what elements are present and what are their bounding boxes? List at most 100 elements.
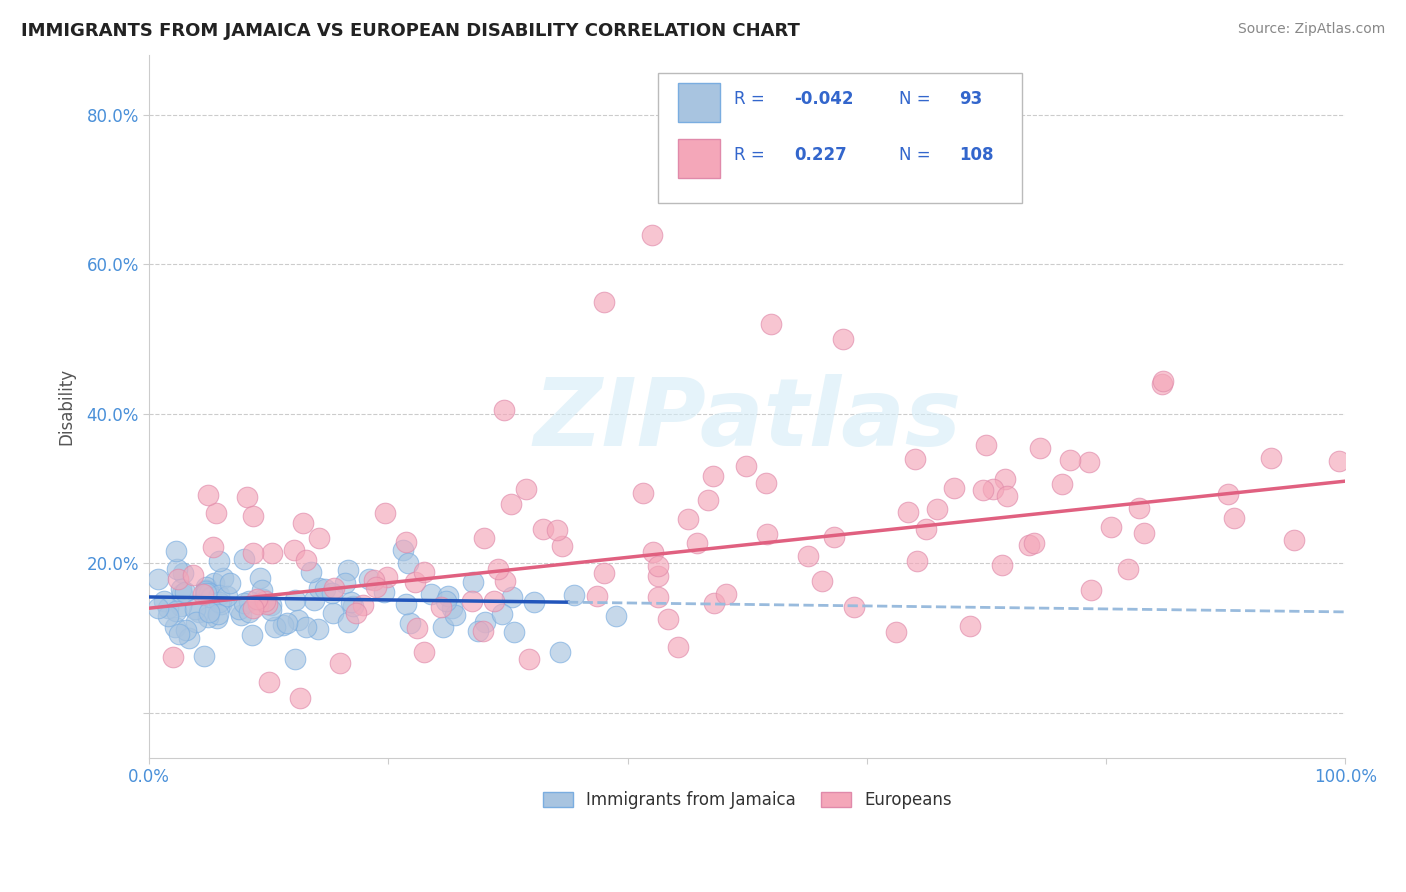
Bar	[678, 139, 720, 178]
Point	[284, 592, 307, 607]
Point	[413, 566, 436, 580]
Point	[240, 628, 263, 642]
Point	[499, 497, 522, 511]
Point	[337, 615, 360, 629]
Point	[995, 489, 1018, 503]
Point	[396, 556, 419, 570]
Point	[647, 559, 669, 574]
Point	[1132, 525, 1154, 540]
Point	[249, 570, 271, 584]
Point	[647, 590, 669, 604]
Point	[299, 565, 322, 579]
Point	[374, 506, 396, 520]
Point	[474, 615, 496, 629]
Point	[1029, 441, 1052, 455]
Point	[148, 572, 170, 586]
Point	[702, 469, 724, 483]
Point	[486, 562, 509, 576]
Point	[340, 595, 363, 609]
Point	[333, 575, 356, 590]
Point	[314, 582, 336, 596]
Point	[208, 588, 231, 602]
Point	[551, 539, 574, 553]
Point	[991, 558, 1014, 572]
Point	[197, 488, 219, 502]
Point	[1059, 453, 1081, 467]
Point	[643, 545, 665, 559]
Point	[238, 605, 260, 619]
Point	[294, 553, 316, 567]
Point	[238, 593, 260, 607]
Point	[440, 601, 463, 615]
Point	[284, 652, 307, 666]
Point	[208, 594, 231, 608]
Point	[756, 527, 779, 541]
Point	[395, 535, 418, 549]
Point	[517, 652, 540, 666]
Point	[167, 572, 190, 586]
Point	[342, 599, 364, 614]
Bar	[678, 83, 720, 122]
Point	[290, 690, 312, 705]
Point	[666, 640, 689, 655]
Text: N =: N =	[900, 146, 936, 164]
Point	[202, 540, 225, 554]
Point	[321, 586, 343, 600]
Point	[467, 624, 489, 638]
Point	[357, 572, 380, 586]
Point	[811, 574, 834, 588]
Point	[202, 576, 225, 591]
Point	[215, 589, 238, 603]
Point	[592, 294, 614, 309]
Point	[395, 597, 418, 611]
Point	[562, 588, 585, 602]
Point	[755, 475, 778, 490]
Point	[233, 552, 256, 566]
Point	[1077, 455, 1099, 469]
Point	[434, 594, 457, 608]
Point	[252, 591, 274, 606]
Point	[207, 607, 229, 621]
Text: IMMIGRANTS FROM JAMAICA VS EUROPEAN DISABILITY CORRELATION CHART: IMMIGRANTS FROM JAMAICA VS EUROPEAN DISA…	[21, 22, 800, 40]
Point	[165, 543, 187, 558]
Point	[905, 553, 928, 567]
Point	[256, 597, 278, 611]
Text: 93: 93	[959, 90, 983, 108]
Point	[884, 625, 907, 640]
Point	[1152, 374, 1174, 388]
Point	[308, 531, 330, 545]
Legend: Immigrants from Jamaica, Europeans: Immigrants from Jamaica, Europeans	[536, 785, 959, 816]
Point	[373, 585, 395, 599]
Point	[1018, 538, 1040, 552]
Point	[257, 674, 280, 689]
Point	[169, 582, 191, 596]
Point	[322, 607, 344, 621]
Point	[176, 623, 198, 637]
Point	[260, 598, 283, 612]
Text: Source: ZipAtlas.com: Source: ZipAtlas.com	[1237, 22, 1385, 37]
Point	[228, 601, 250, 615]
Point	[1050, 476, 1073, 491]
Point	[194, 583, 217, 598]
Point	[264, 619, 287, 633]
Point	[647, 569, 669, 583]
Point	[242, 600, 264, 615]
Point	[183, 567, 205, 582]
Point	[432, 620, 454, 634]
Point	[404, 574, 426, 589]
Point	[494, 574, 516, 588]
Point	[405, 621, 427, 635]
Text: -0.042: -0.042	[794, 90, 853, 108]
Point	[482, 594, 505, 608]
Point	[420, 587, 443, 601]
Point	[208, 554, 231, 568]
Point	[163, 620, 186, 634]
Text: R =: R =	[734, 146, 770, 164]
Point	[1260, 451, 1282, 466]
Point	[260, 546, 283, 560]
Point	[994, 472, 1017, 486]
Point	[247, 597, 270, 611]
Point	[842, 600, 865, 615]
Text: R =: R =	[734, 90, 770, 108]
Point	[254, 594, 277, 608]
